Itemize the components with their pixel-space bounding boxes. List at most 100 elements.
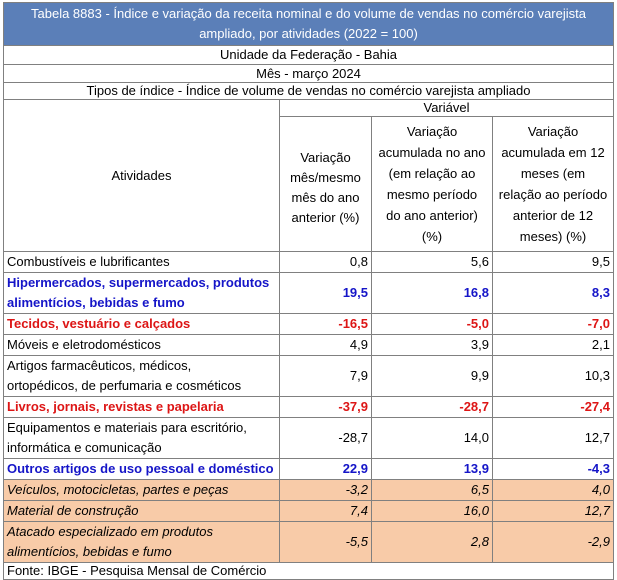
row-value-c1: 0,8: [279, 251, 372, 273]
table-row: Artigos farmacêuticos, médicos, ortopédi…: [3, 355, 614, 397]
row-value-c1: -37,9: [279, 396, 372, 418]
row-value-c3: 12,7: [492, 500, 614, 522]
col-header-variavel: Variável: [279, 99, 614, 117]
table-row: Equipamentos e materiais para escritório…: [3, 417, 614, 459]
col-header-c3: Variação acumulada em 12 meses (em relaç…: [492, 116, 614, 252]
uf-label: Unidade da Federação - Bahia: [3, 45, 614, 65]
index-type-label: Tipos de índice - Índice de volume de ve…: [3, 82, 614, 100]
col-header-c2-line: mesmo período: [386, 187, 478, 202]
row-value-c1: 7,9: [279, 355, 372, 397]
table-row: Outros artigos de uso pessoal e doméstic…: [3, 458, 614, 480]
col-header-atividades: Atividades: [3, 99, 280, 252]
row-value-c1: -3,2: [279, 479, 372, 501]
row-value-c2: 13,9: [371, 458, 493, 480]
row-value-c2: -28,7: [371, 396, 493, 418]
table-row: Veículos, motocicletas, partes e peças -…: [3, 479, 614, 501]
table-title-line1: Tabela 8883 - Índice e variação da recei…: [31, 6, 586, 21]
uf-row: Unidade da Federação - Bahia: [3, 45, 614, 65]
col-header-c1-line: anterior (%): [291, 210, 360, 225]
col-header-c1: Variação mês/mesmo mês do ano anterior (…: [279, 116, 372, 252]
row-activity: Móveis e eletrodomésticos: [3, 334, 280, 356]
col-header-c3-line: acumulada em 12: [501, 145, 605, 160]
row-activity: Atacado especializado em produtos alimen…: [3, 521, 280, 563]
col-header-c1-line: mês/mesmo: [290, 170, 361, 185]
row-activity-line: alimentícios, bebidas e fumo: [7, 544, 172, 559]
table-row: Material de construção 7,4 16,0 12,7: [3, 500, 614, 522]
table-row: Combustíveis e lubrificantes 0,8 5,6 9,5: [3, 251, 614, 273]
table-title-row: Tabela 8883 - Índice e variação da recei…: [3, 2, 614, 46]
row-value-c2: 2,8: [371, 521, 493, 563]
row-value-c2: 5,6: [371, 251, 493, 273]
col-header-c2-line: Variação: [406, 124, 458, 139]
col-header-c3-line: meses (em: [520, 166, 586, 181]
row-activity: Livros, jornais, revistas e papelaria: [3, 396, 280, 418]
row-activity-line: Tecidos, vestuário e calçados: [7, 316, 191, 331]
col-header-c2-line: do ano anterior): [386, 208, 478, 223]
row-value-c1: -16,5: [279, 313, 372, 335]
row-value-c2: 16,8: [371, 272, 493, 314]
table-row: Livros, jornais, revistas e papelaria -3…: [3, 396, 614, 418]
col-header-c3-line: anterior de 12: [512, 208, 594, 223]
row-value-c3: -27,4: [492, 396, 614, 418]
row-value-c3: -7,0: [492, 313, 614, 335]
data-table: Tabela 8883 - Índice e variação da recei…: [3, 2, 614, 580]
col-header-c1-line: mês do ano: [291, 190, 360, 205]
row-value-c1: 4,9: [279, 334, 372, 356]
row-activity: Hipermercados, supermercados, produtos a…: [3, 272, 280, 314]
row-activity-line: informática e comunicação: [7, 440, 162, 455]
row-value-c2: 3,9: [371, 334, 493, 356]
row-value-c2: 16,0: [371, 500, 493, 522]
table-row: Móveis e eletrodomésticos 4,9 3,9 2,1: [3, 334, 614, 356]
row-value-c1: 22,9: [279, 458, 372, 480]
row-activity-line: Combustíveis e lubrificantes: [7, 254, 170, 269]
data-table-container: Tabela 8883 - Índice e variação da recei…: [3, 2, 614, 580]
row-value-c3: 2,1: [492, 334, 614, 356]
row-activity-line: Móveis e eletrodomésticos: [7, 337, 161, 352]
col-header-c3-line: Variação: [527, 124, 579, 139]
row-activity-line: Atacado especializado em produtos: [7, 524, 213, 539]
row-value-c2: 9,9: [371, 355, 493, 397]
row-activity-line: Material de construção: [7, 503, 139, 518]
row-value-c1: 7,4: [279, 500, 372, 522]
row-activity-line: Hipermercados, supermercados, produtos: [7, 275, 270, 290]
column-headers-row: Variação mês/mesmo mês do ano anterior (…: [4, 116, 614, 252]
row-activity-line: Outros artigos de uso pessoal e doméstic…: [7, 461, 274, 476]
month-row: Mês - março 2024: [3, 64, 614, 83]
row-value-c2: -5,0: [371, 313, 493, 335]
col-header-c3-line: meses) (%): [519, 229, 587, 244]
row-activity: Outros artigos de uso pessoal e doméstic…: [3, 458, 280, 480]
row-value-c3: -2,9: [492, 521, 614, 563]
row-value-c3: 4,0: [492, 479, 614, 501]
row-value-c1: -5,5: [279, 521, 372, 563]
col-header-c2-line: acumulada no ano: [378, 145, 486, 160]
month-label: Mês - março 2024: [3, 64, 614, 83]
row-value-c3: 10,3: [492, 355, 614, 397]
col-header-c3-line: relação ao período: [498, 187, 608, 202]
row-activity-line: Artigos farmacêuticos, médicos,: [7, 358, 192, 373]
col-header-c1-line: Variação: [300, 150, 351, 165]
table-title: Tabela 8883 - Índice e variação da recei…: [3, 2, 614, 46]
col-header-c2-line: (%): [421, 229, 443, 244]
row-activity: Combustíveis e lubrificantes: [3, 251, 280, 273]
row-activity: Tecidos, vestuário e calçados: [3, 313, 280, 335]
footer-row: Fonte: IBGE - Pesquisa Mensal de Comérci…: [3, 562, 614, 580]
index-type-row: Tipos de índice - Índice de volume de ve…: [3, 82, 614, 100]
row-value-c3: 8,3: [492, 272, 614, 314]
table-source: Fonte: IBGE - Pesquisa Mensal de Comérci…: [3, 562, 614, 580]
col-header-c2: Variação acumulada no ano (em relação ao…: [371, 116, 493, 252]
row-activity: Equipamentos e materiais para escritório…: [3, 417, 280, 459]
table-row: Tecidos, vestuário e calçados -16,5 -5,0…: [3, 313, 614, 335]
row-activity: Material de construção: [3, 500, 280, 522]
col-header-c2-line: (em relação ao: [388, 166, 476, 181]
table-title-line2: ampliado, por atividades (2022 = 100): [199, 26, 418, 41]
row-value-c1: -28,7: [279, 417, 372, 459]
row-activity-line: ortopédicos, de perfumaria e cosméticos: [7, 378, 242, 393]
row-value-c1: 19,5: [279, 272, 372, 314]
row-value-c2: 6,5: [371, 479, 493, 501]
table-row: Hipermercados, supermercados, produtos a…: [3, 272, 614, 314]
row-activity: Veículos, motocicletas, partes e peças: [3, 479, 280, 501]
row-value-c3: -4,3: [492, 458, 614, 480]
row-value-c3: 9,5: [492, 251, 614, 273]
row-activity-line: Equipamentos e materiais para escritório…: [7, 420, 247, 435]
row-value-c2: 14,0: [371, 417, 493, 459]
